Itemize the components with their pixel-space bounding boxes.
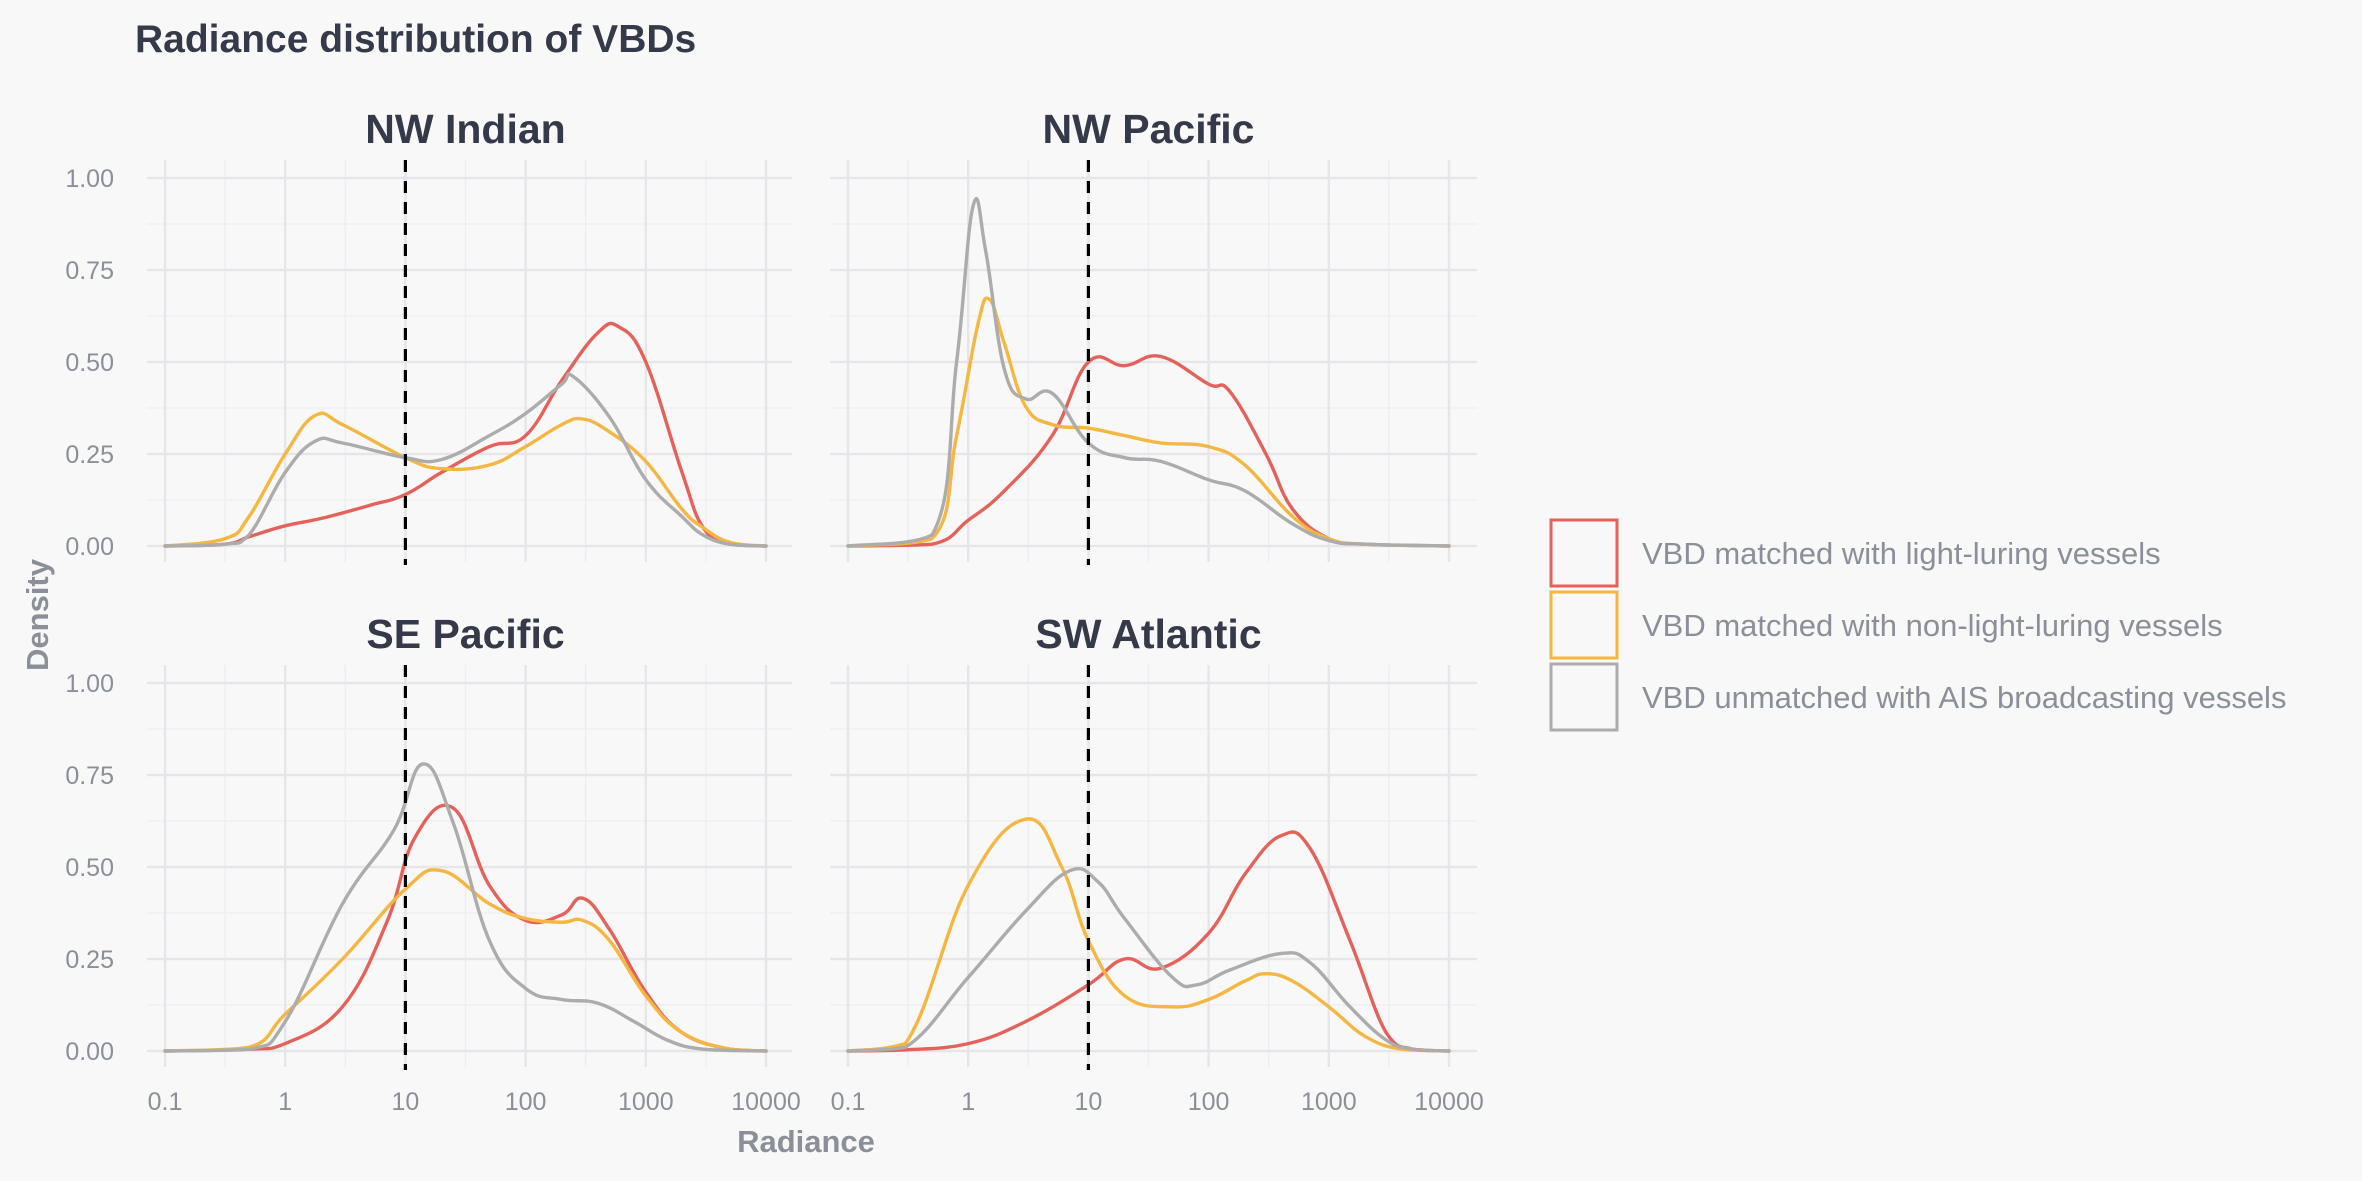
y-tick-label: 0.50 [65,854,114,882]
series-line-1 [163,411,768,548]
series-line-2 [846,197,1451,548]
x-tick-label: 10 [1074,1088,1102,1116]
series-line-1 [846,817,1451,1053]
x-tick-label: 10000 [1414,1088,1484,1116]
legend: VBD matched with light-luring vessels VBD… [1549,518,2286,732]
x-tick-label: 1 [278,1088,292,1116]
facet-title: SE Pacific [366,611,564,657]
x-tick-label: 0.1 [148,1088,183,1116]
facet-title: NW Pacific [1043,106,1255,152]
y-tick-label: 1.00 [65,165,114,193]
x-tick-label: 1000 [1301,1088,1357,1116]
x-tick-label: 10 [391,1088,419,1116]
y-tick-label: 0.25 [65,946,114,974]
facet-1: NW Pacific [830,106,1477,565]
series-line-2 [163,762,768,1053]
legend-label: VBD unmatched with AIS broadcasting vess… [1642,680,2286,715]
legend-item-2: VBD unmatched with AIS broadcasting vess… [1549,662,2286,732]
y-tick-label: 0.50 [65,349,114,377]
x-tick-label: 100 [505,1088,547,1116]
y-axis-label: Density [20,558,55,671]
series-line-0 [163,321,768,548]
facet-3: SW Atlantic 0.1 1 10 100 1000 10000 [830,611,1484,1116]
y-tick-label: 0.75 [65,257,114,285]
legend-item-0: VBD matched with light-luring vessels [1549,518,2161,588]
legend-item-1: VBD matched with non-light-luring vessel… [1549,590,2223,660]
series-line-2 [846,866,1451,1053]
x-tick-label: 0.1 [831,1088,866,1116]
x-tick-label: 1000 [618,1088,674,1116]
facet-2: SE Pacific 0.00 0.25 0.50 0.75 1.00 0.1 1 10 100 1… [65,611,800,1116]
chart-title: Radiance distribution of VBDs [135,18,696,61]
series-line-2 [163,372,768,548]
x-tick-label: 1 [961,1088,975,1116]
x-tick-label: 100 [1188,1088,1230,1116]
facet-title: SW Atlantic [1035,611,1261,657]
y-tick-label: 0.00 [65,1038,114,1066]
series-line-1 [846,296,1451,548]
series-line-0 [846,830,1451,1053]
x-tick-label: 10000 [731,1088,801,1116]
legend-label: VBD matched with light-luring vessels [1642,536,2161,571]
y-tick-label: 0.00 [65,533,114,561]
legend-key [1549,518,1619,588]
legend-label: VBD matched with non-light-luring vessel… [1642,608,2223,643]
x-axis-label: Radiance [737,1124,875,1159]
legend-key [1549,662,1619,732]
y-tick-label: 0.75 [65,762,114,790]
facet-panels: NW Indian 0.00 0.25 0.50 0.75 1.00 NW Pacific S… [65,106,1483,1116]
y-tick-label: 1.00 [65,670,114,698]
facet-title: NW Indian [365,106,565,152]
y-tick-label: 0.25 [65,441,114,469]
legend-key [1549,590,1619,660]
facet-0: NW Indian 0.00 0.25 0.50 0.75 1.00 [65,106,792,565]
